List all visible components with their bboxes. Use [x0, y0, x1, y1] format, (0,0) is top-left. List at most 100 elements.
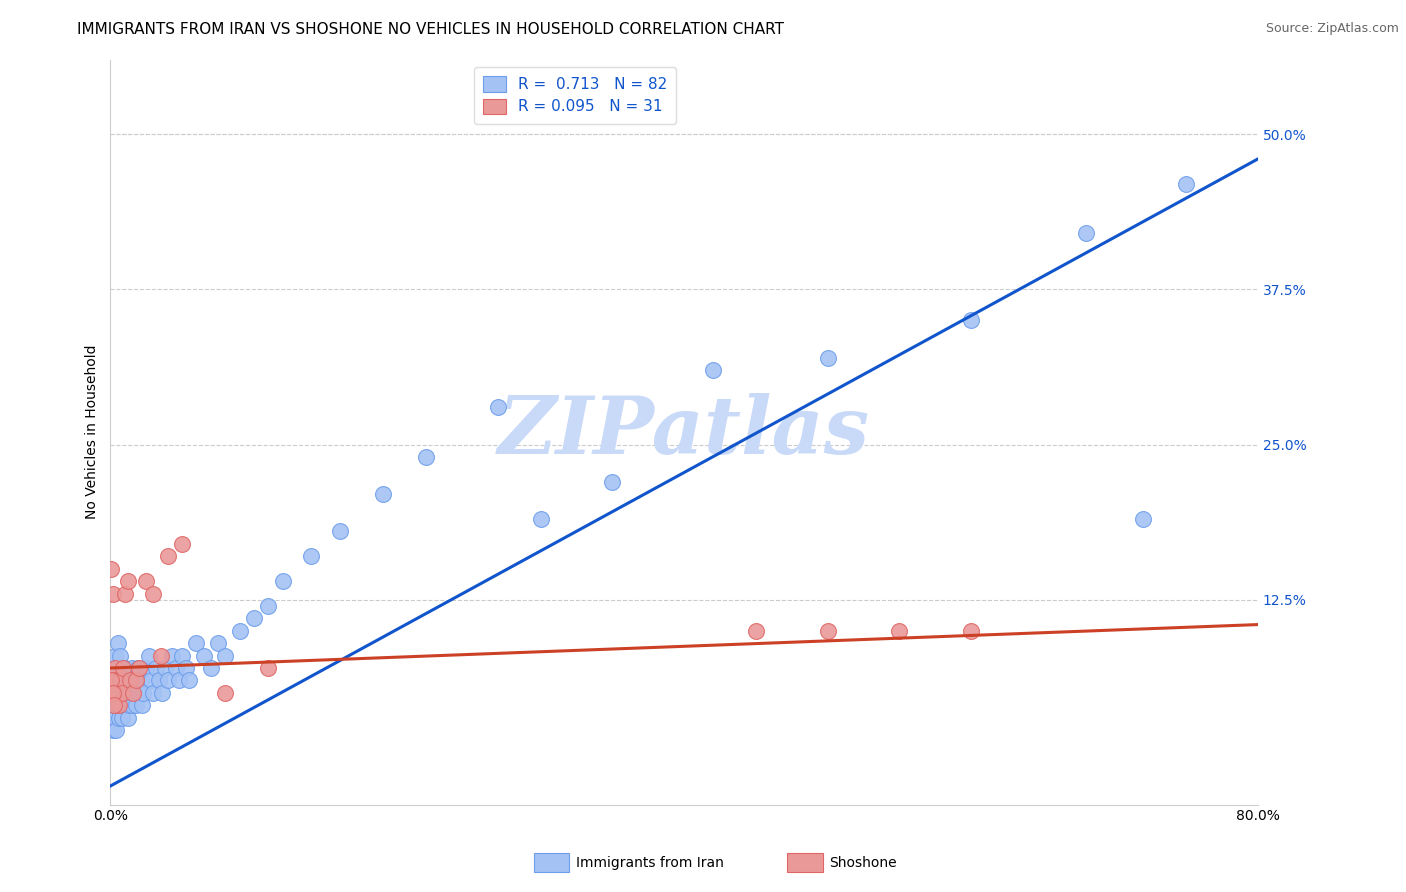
Point: [108, 711, 131, 725]
Point: [125, 698, 148, 713]
Y-axis label: No Vehicles in Household: No Vehicles in Household: [86, 345, 100, 519]
Point: [118, 673, 141, 688]
Point: [128, 686, 150, 700]
Point: [103, 586, 125, 600]
Point: [110, 648, 132, 663]
Point: [107, 686, 129, 700]
Point: [118, 698, 141, 713]
Point: [889, 624, 911, 638]
Point: [104, 698, 127, 713]
Point: [214, 686, 236, 700]
Point: [103, 698, 125, 713]
Point: [122, 686, 145, 700]
Point: [530, 512, 553, 526]
Point: [112, 698, 135, 713]
Point: [179, 673, 201, 688]
Point: [817, 351, 839, 365]
Point: [243, 611, 266, 625]
Point: [214, 648, 236, 663]
Point: [128, 661, 150, 675]
Point: [371, 487, 394, 501]
Point: [745, 624, 768, 638]
Point: [142, 686, 165, 700]
Point: [135, 574, 157, 588]
Point: [329, 524, 352, 539]
Point: [114, 661, 136, 675]
Point: [299, 549, 322, 564]
Point: [200, 661, 222, 675]
Point: [156, 549, 179, 564]
Point: [207, 636, 229, 650]
Point: [107, 636, 129, 650]
Point: [415, 450, 437, 464]
Point: [127, 661, 149, 675]
Point: [135, 661, 157, 675]
Point: [602, 475, 624, 489]
Point: [165, 661, 187, 675]
Point: [108, 686, 131, 700]
Point: [105, 673, 128, 688]
Point: [257, 661, 280, 675]
Point: [104, 711, 127, 725]
Point: [817, 624, 839, 638]
Point: [111, 686, 134, 700]
Point: [101, 673, 124, 688]
Point: [111, 711, 134, 725]
Point: [1074, 227, 1097, 241]
Point: [156, 673, 179, 688]
Point: [132, 686, 155, 700]
Point: [142, 586, 165, 600]
Point: [702, 363, 724, 377]
Point: [103, 661, 125, 675]
Point: [100, 673, 122, 688]
Point: [150, 686, 173, 700]
Point: [131, 698, 153, 713]
Point: [271, 574, 294, 588]
Point: [167, 673, 190, 688]
Point: [486, 401, 509, 415]
Point: [101, 698, 124, 713]
Point: [101, 673, 124, 688]
Legend: R =  0.713   N = 82, R = 0.095   N = 31: R = 0.713 N = 82, R = 0.095 N = 31: [474, 67, 676, 124]
Point: [1132, 512, 1154, 526]
Point: [108, 698, 131, 713]
Point: [107, 673, 129, 688]
Point: [153, 661, 176, 675]
Text: Shoshone: Shoshone: [830, 855, 897, 870]
Point: [125, 673, 148, 688]
Text: Source: ZipAtlas.com: Source: ZipAtlas.com: [1265, 22, 1399, 36]
Point: [139, 673, 162, 688]
Text: ZIPatlas: ZIPatlas: [498, 393, 870, 471]
Point: [101, 711, 124, 725]
Point: [122, 686, 145, 700]
Point: [172, 537, 194, 551]
Point: [105, 686, 128, 700]
Text: Immigrants from Iran: Immigrants from Iran: [576, 855, 724, 870]
Point: [115, 698, 138, 713]
Point: [111, 686, 134, 700]
Point: [110, 673, 132, 688]
Point: [105, 661, 128, 675]
Point: [124, 673, 146, 688]
Point: [160, 648, 183, 663]
Point: [138, 648, 160, 663]
Point: [100, 562, 122, 576]
Point: [149, 648, 172, 663]
Point: [172, 648, 194, 663]
Point: [100, 686, 122, 700]
Point: [193, 648, 215, 663]
Point: [186, 636, 208, 650]
Point: [115, 673, 138, 688]
Point: [114, 686, 136, 700]
Point: [121, 661, 143, 675]
Point: [112, 673, 135, 688]
Point: [101, 686, 124, 700]
Point: [960, 313, 983, 327]
Point: [114, 586, 136, 600]
Point: [103, 723, 125, 738]
Point: [104, 661, 127, 675]
Point: [110, 698, 132, 713]
Point: [1175, 177, 1198, 191]
Point: [148, 673, 170, 688]
Point: [110, 673, 132, 688]
